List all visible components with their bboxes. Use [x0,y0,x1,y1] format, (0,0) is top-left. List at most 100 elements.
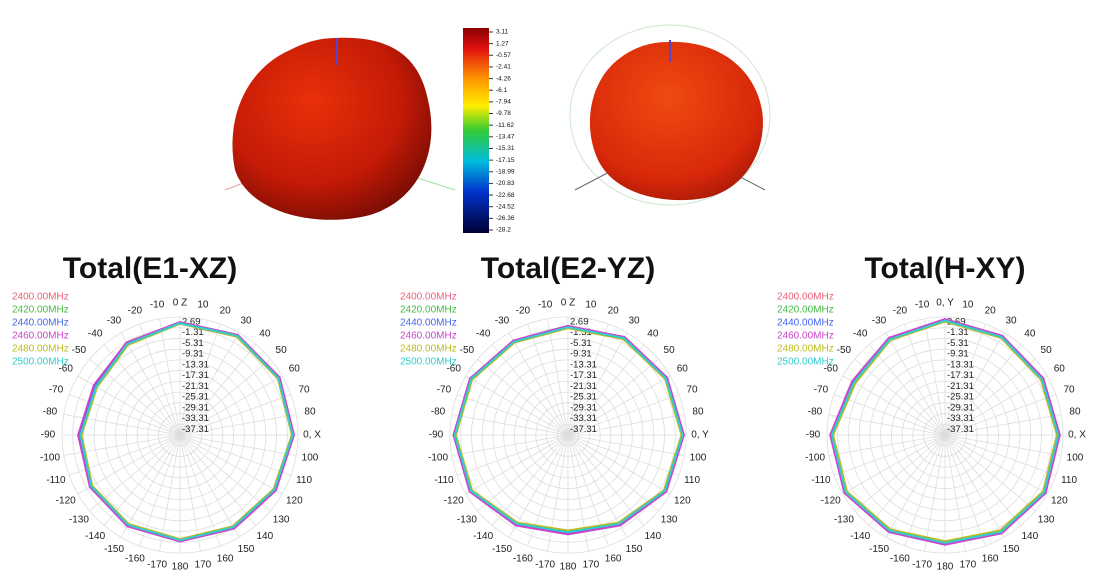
grid-spoke [179,332,240,436]
pattern-line [829,318,1061,546]
grid-spoke [547,318,569,436]
angle-tick-label: 120 [674,496,691,507]
grid-spoke [842,434,946,495]
grid-spoke [828,414,946,436]
colorbar-label: 3.11 [496,29,509,36]
legend-entry: 2400.00MHz [12,292,69,303]
grid-spoke [944,434,1036,512]
grid-spoke [508,434,569,538]
angle-tick-label: 30 [240,315,252,326]
grid-spoke [944,358,1036,436]
angle-tick-label: 170 [195,560,212,571]
angle-tick-label: -10 [538,300,553,311]
colorbar-label: -17.15 [496,157,515,164]
angle-tick-label: -80 [431,407,446,418]
r-tick-label: -5.31 [570,338,592,349]
grid-spoke [868,434,946,526]
angle-tick-label: -60 [446,364,461,375]
angle-tick-label: -150 [869,544,889,555]
grid-spoke [179,394,292,436]
angle-tick-label: -90 [806,430,821,441]
colorbar [463,28,489,233]
legend-entry: 2400.00MHz [400,292,457,303]
legend-entry: 2500.00MHz [12,357,69,368]
angle-tick-label: -20 [893,306,908,317]
angle-tick-label: 20 [220,306,232,317]
angle-tick-label: -20 [128,306,143,317]
angle-tick-label: -170 [912,560,932,571]
grid-spoke [567,414,685,436]
pattern-line [77,321,296,543]
angle-tick-label: 100 [690,453,707,464]
chart-title: Total(E2-YZ) [481,252,655,285]
angle-tick-label: 170 [960,560,977,571]
angle-tick-label: 10 [585,300,597,311]
r-tick-label: -9.31 [570,349,592,360]
angle-tick-label: 110 [1061,475,1077,486]
grid-spoke [944,394,1057,436]
legend-entry: 2460.00MHz [12,331,69,342]
grid-spoke [179,434,292,476]
angle-tick-label: 30 [1005,315,1017,326]
grid-spoke [179,318,201,436]
grid-spoke [944,434,1062,456]
grid-spoke [944,375,1048,436]
angle-tick-label: 0 Z [561,298,575,309]
grid-spoke [451,434,569,456]
grid-spoke [179,434,257,526]
angle-tick-label: -120 [444,496,464,507]
r-tick-label: -29.31 [570,402,597,413]
r-tick-label: -13.31 [947,359,974,370]
angle-tick-label: -90 [429,430,444,441]
colorbar-label: -18.99 [496,168,515,175]
r-tick-label: -25.31 [947,392,974,403]
angle-tick-label: -140 [85,531,105,542]
grid-spoke [139,434,181,547]
legend-entry: 2500.00MHz [777,357,834,368]
angle-tick-label: -30 [107,315,122,326]
r-tick-label: -33.31 [182,413,209,424]
angle-tick-label: 180 [560,562,577,573]
colorbar-label: -0.57 [496,52,511,59]
angle-tick-label: -40 [853,329,868,340]
r-tick-label: -37.31 [947,424,974,435]
angle-tick-label: 10 [962,300,974,311]
grid-spoke [833,394,946,436]
angle-tick-label: -160 [513,554,533,565]
grid-spoke [567,358,659,436]
grid-spoke [567,332,628,436]
legend-entry: 2460.00MHz [777,331,834,342]
pattern-line [832,320,1058,543]
grid-spoke [944,323,986,436]
pattern-3d-right [569,24,771,206]
angle-tick-label: 0, X [303,430,321,441]
pattern-line [453,326,684,534]
r-tick-label: -1.31 [570,327,592,338]
angle-tick-label: 50 [664,345,676,356]
colorbar-label: -7.94 [496,99,511,106]
angle-tick-label: -110 [434,475,454,486]
grid-spoke [944,332,1005,436]
angle-tick-label: 80 [1069,407,1081,418]
colorbar-label: -24.52 [496,203,515,210]
grid-spoke [567,344,645,436]
angle-tick-label: -70 [437,384,452,395]
angle-tick-label: 120 [1051,496,1068,507]
grid-spoke [885,332,946,436]
r-tick-label: -5.31 [182,338,204,349]
grid-spoke [456,394,569,436]
r-tick-label: -25.31 [182,392,209,403]
grid-spoke [179,434,221,547]
r-tick-label: -1.31 [947,327,969,338]
angle-tick-label: -70 [49,384,64,395]
grid-spoke [179,323,221,436]
colorbar-label: -11.62 [496,122,514,129]
angle-tick-label: -120 [821,496,841,507]
colorbar-label: -2.41 [496,64,511,71]
r-tick-label: -9.31 [947,349,969,360]
angle-tick-label: 20 [985,306,997,317]
r-tick-label: -21.31 [947,381,974,392]
legend-entry: 2440.00MHz [777,318,834,329]
angle-tick-label: -60 [58,364,73,375]
